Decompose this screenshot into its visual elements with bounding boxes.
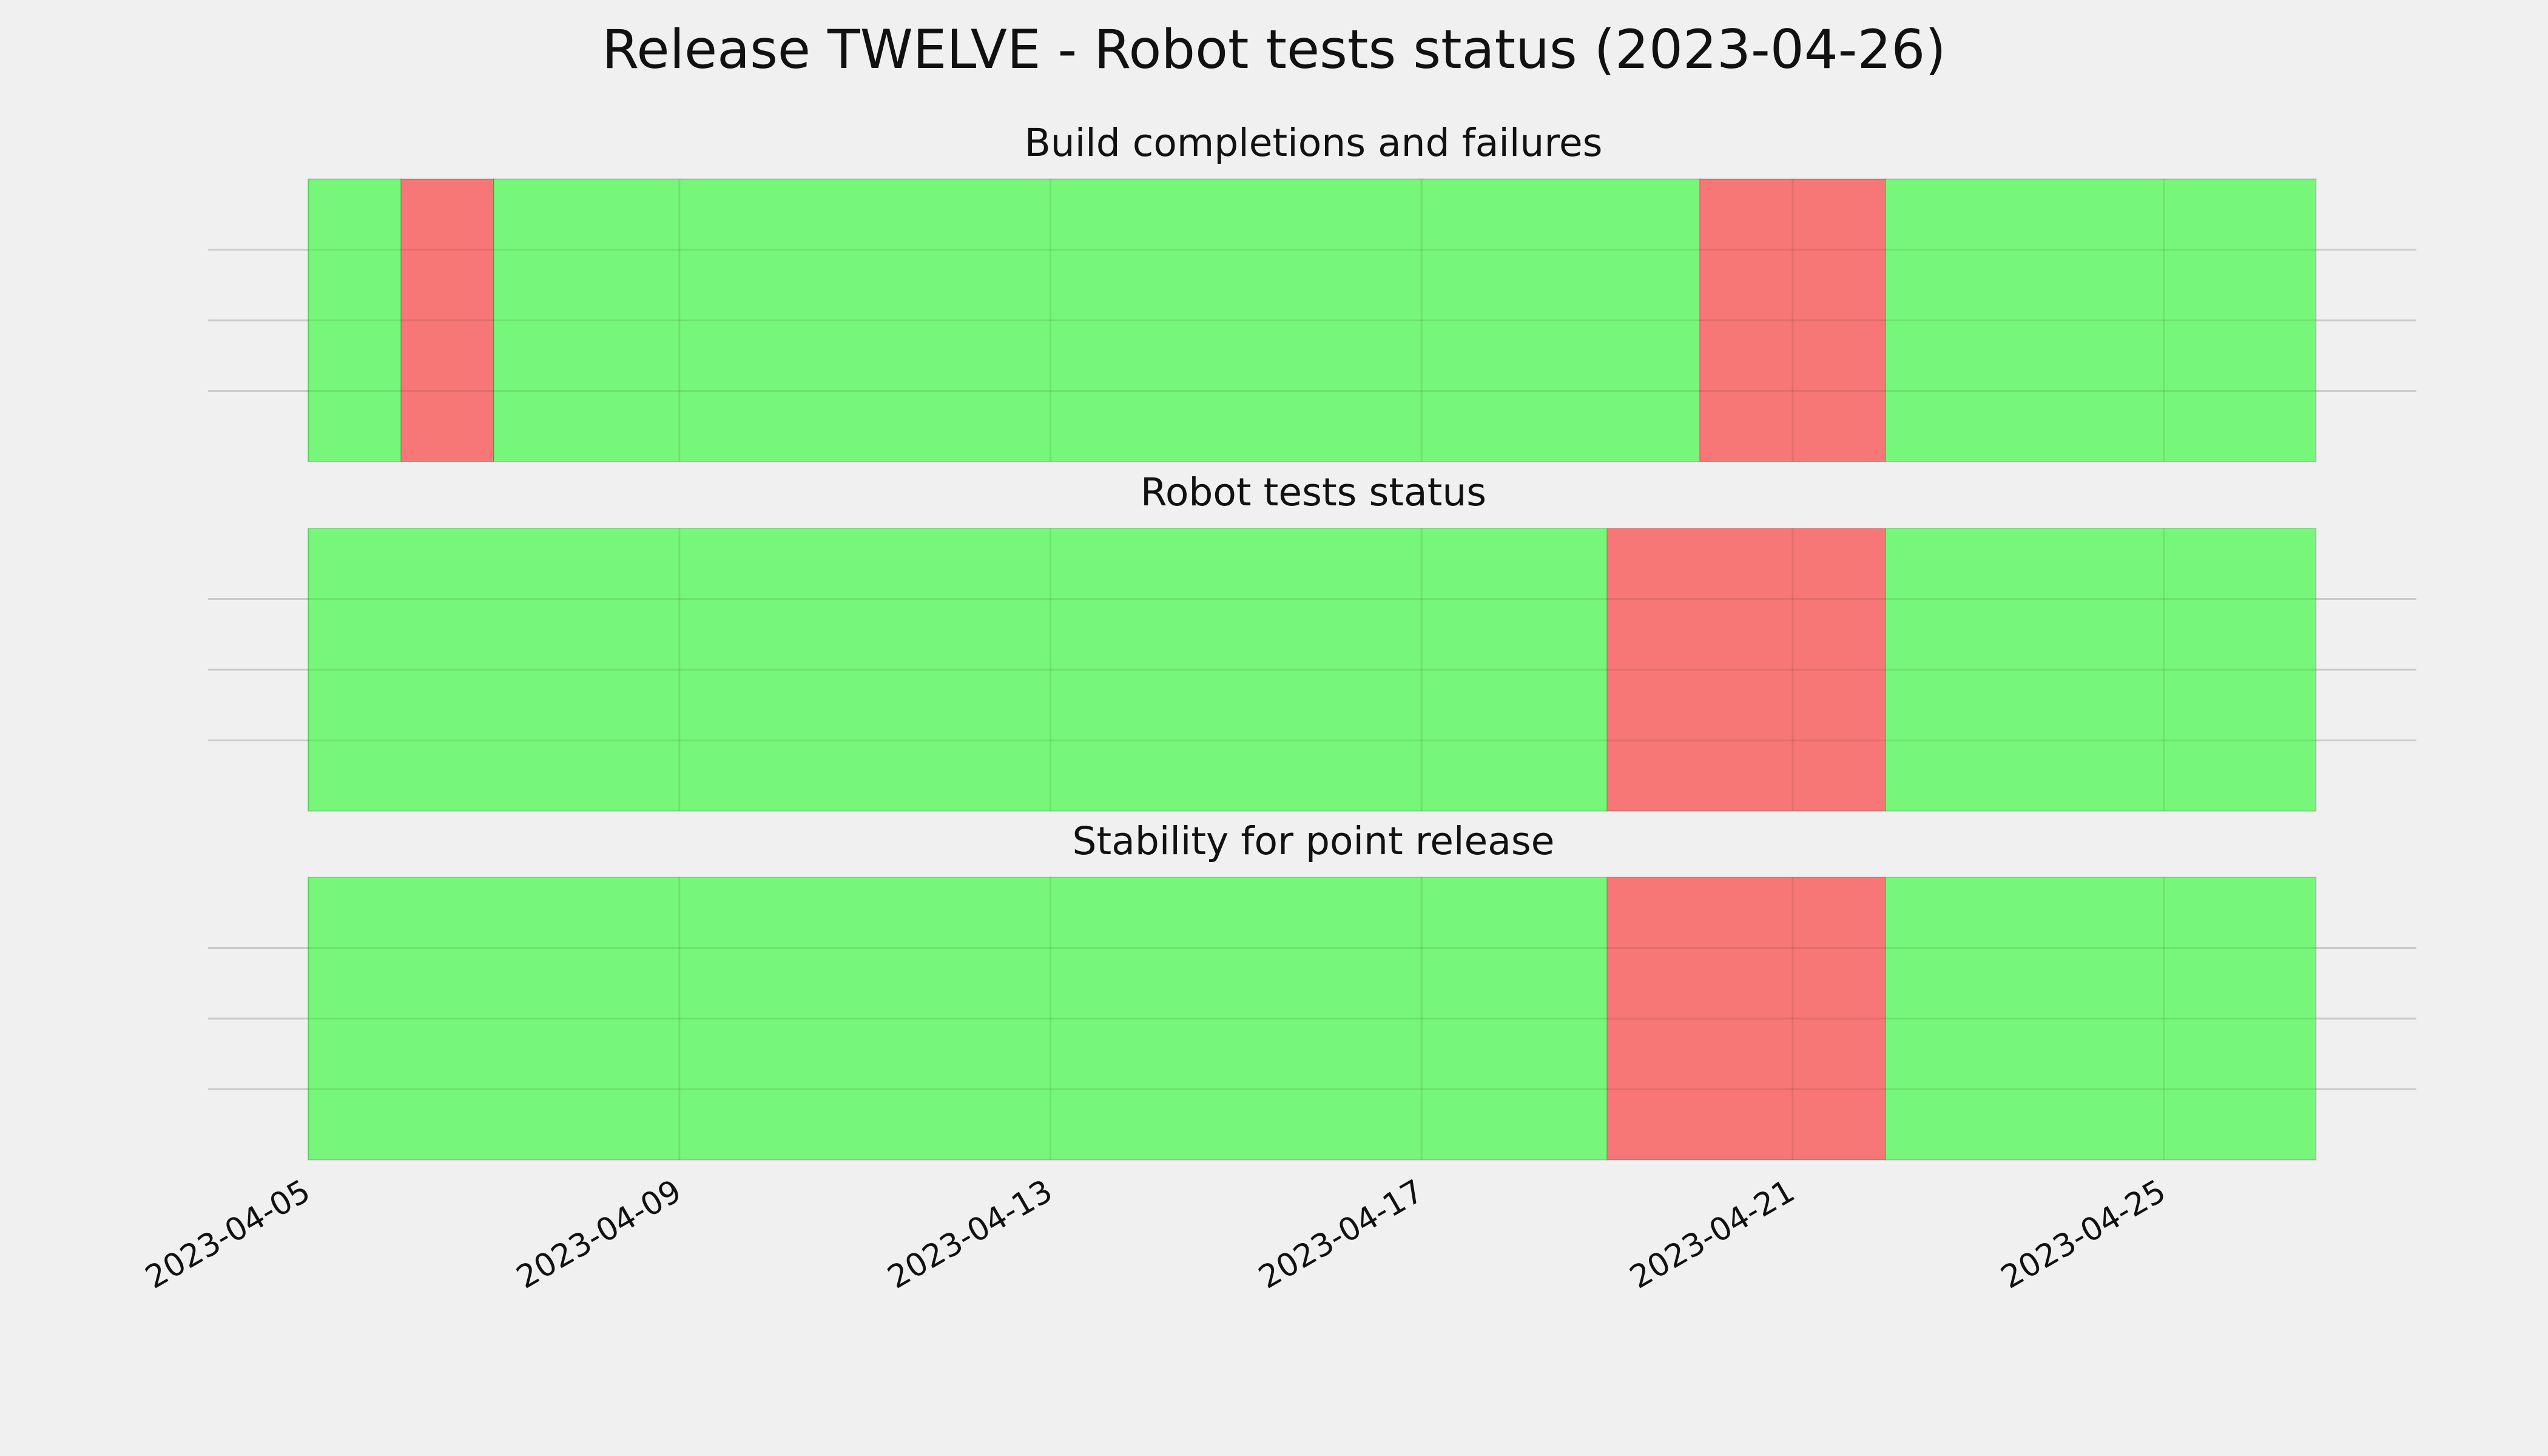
status-bar	[1884, 528, 2317, 812]
status-bar	[1699, 178, 1886, 462]
status-bar	[1606, 528, 1886, 812]
subplot-title: Robot tests status	[1141, 470, 1486, 514]
status-bar	[1606, 877, 1886, 1161]
status-bar	[308, 877, 1608, 1161]
subplot-title: Stability for point release	[1073, 819, 1555, 863]
chart-title: Release TWELVE - Robot tests status (202…	[602, 18, 1946, 81]
status-bar	[1884, 178, 2317, 462]
status-bar	[308, 528, 1608, 812]
status-bar	[493, 178, 1701, 462]
status-bar	[1884, 877, 2317, 1161]
status-bar	[308, 178, 402, 462]
subplot-title: Build completions and failures	[1025, 121, 1603, 165]
